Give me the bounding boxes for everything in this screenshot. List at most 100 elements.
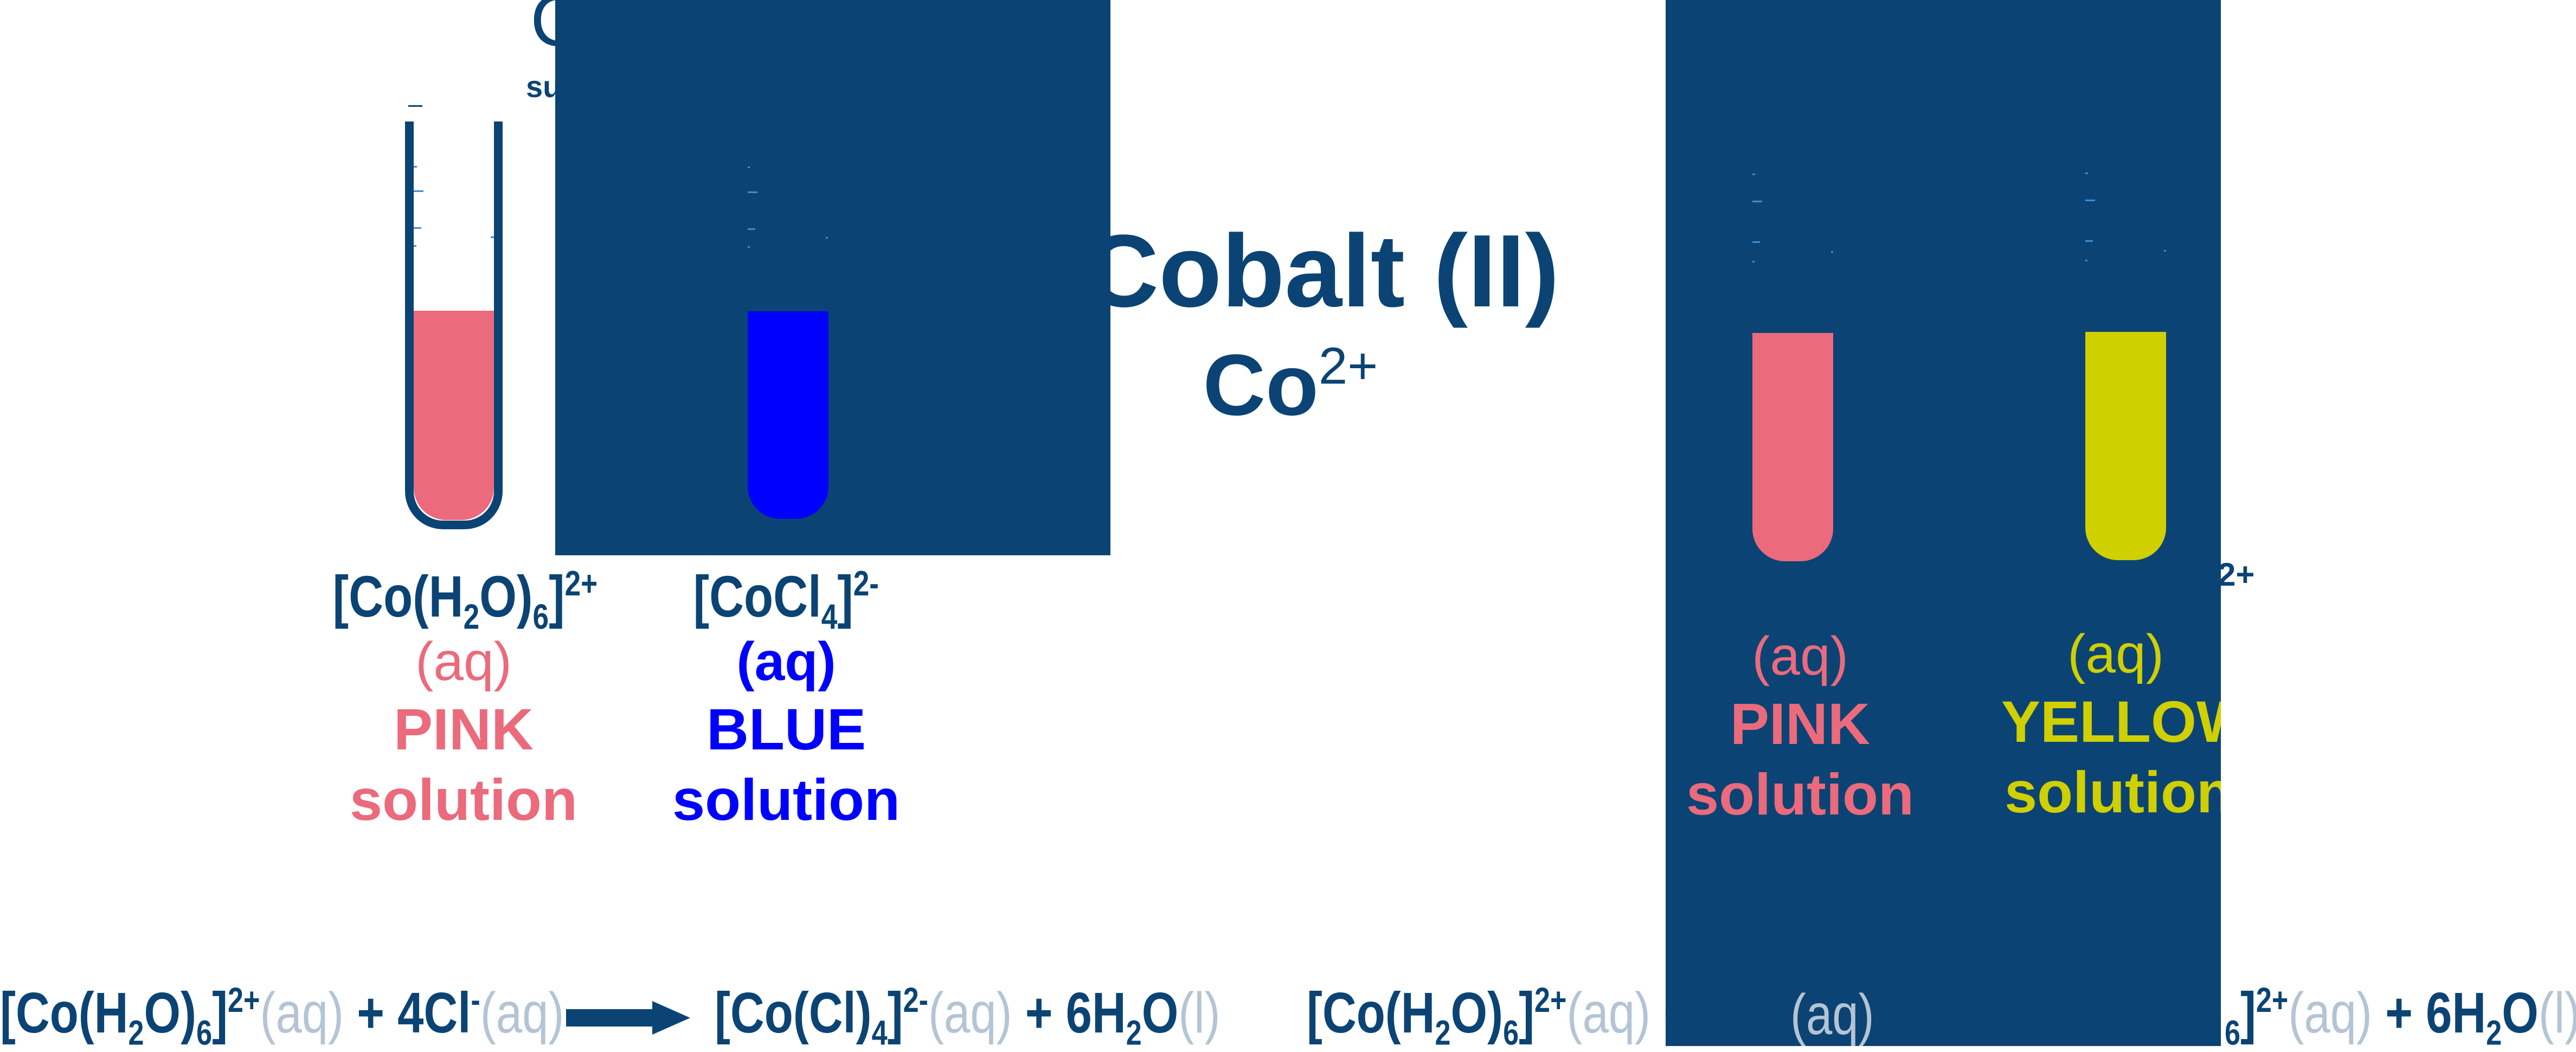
ion-symbol-text: Co xyxy=(1203,336,1319,433)
graduation-tick xyxy=(826,237,828,239)
color-name: PINK xyxy=(1730,691,1871,756)
graduation-tick xyxy=(1752,241,1760,243)
reaction-arrow-icon xyxy=(566,1001,690,1035)
state: (l) xyxy=(2538,981,2576,1045)
overlay-panel-left xyxy=(555,0,1110,555)
label-hexaaqua-cobalt: [Co(H2O)6]2+ (aq) PINK solution xyxy=(304,564,624,835)
plus: + xyxy=(1650,981,1692,1045)
overlay-panel-right: (aq) PINK solution (aq) YELLOW solution … xyxy=(1666,0,2221,1046)
graduation-tick xyxy=(414,190,423,192)
formula-part: ] xyxy=(887,981,903,1045)
charge: 2- xyxy=(853,563,879,604)
element-name: Cobalt (II) xyxy=(1084,214,1559,329)
formula-part: [Co(H xyxy=(332,563,464,629)
formula: [CoCl4]2- xyxy=(640,563,933,634)
subscript: 6 xyxy=(1503,1013,1519,1052)
state-label: (aq) xyxy=(736,631,836,692)
formula-part: ] xyxy=(549,563,565,629)
state: (aq) xyxy=(260,981,344,1045)
color-name: BLUE xyxy=(706,696,866,762)
pink-liquid xyxy=(414,311,494,520)
state-label: (aq) xyxy=(2067,624,2164,684)
solution-label: solution xyxy=(2005,759,2221,825)
formula-part: [Co(H xyxy=(0,981,129,1045)
charge: 2+ xyxy=(1534,980,1567,1019)
graduation-tick xyxy=(1752,261,1755,262)
formula-part: ] xyxy=(1519,981,1535,1045)
formula-part: ] xyxy=(212,981,228,1045)
reagent: + 6H xyxy=(2372,981,2487,1045)
graduation-tick xyxy=(414,166,417,168)
tube-rim-mark xyxy=(408,105,422,107)
graduation-tick xyxy=(748,166,750,168)
formula-part: [Co(H xyxy=(1307,981,1435,1045)
subscript: 6 xyxy=(532,596,549,637)
subscript: 2 xyxy=(2486,1013,2502,1052)
subscript: 2 xyxy=(463,596,480,637)
graduation-tick xyxy=(414,245,416,247)
subscript: 4 xyxy=(821,596,838,637)
formula-part: O) xyxy=(479,563,533,629)
state: (l) xyxy=(1178,981,1220,1045)
pink-liquid xyxy=(1752,333,1833,561)
graduation-tick xyxy=(1752,201,1762,202)
blue-liquid xyxy=(748,311,828,519)
equation-products-text: [Co(Cl)4]2-(aq) + 6H2O(l) xyxy=(715,980,1220,1050)
equation-hidden-state: (aq) xyxy=(1790,983,1874,1046)
graduation-tick xyxy=(414,227,421,229)
charge: 2- xyxy=(903,980,928,1019)
formula-part: O) xyxy=(144,981,197,1045)
formula-part: [CoCl xyxy=(693,563,821,629)
subscript: 6 xyxy=(2224,1013,2240,1052)
subscript: 2 xyxy=(1435,1013,1451,1052)
state: (aq) xyxy=(480,981,564,1045)
formula-part: ] xyxy=(837,563,853,629)
formula-part: O xyxy=(1141,981,1179,1045)
state: (aq) xyxy=(1566,981,1651,1045)
graduation-tick xyxy=(2085,200,2095,201)
color-name: YELLOW xyxy=(2001,689,2221,754)
graduation-tick xyxy=(2085,240,2093,242)
equation-right-text: [Co(H2O)6]2+(aq) + xyxy=(1307,980,1692,1050)
formula-text: [Co(H2O)6]2+ xyxy=(332,563,598,634)
partial-charge: 2+ xyxy=(2218,556,2255,593)
charge: - xyxy=(471,980,480,1019)
ion-symbol: Co2+ xyxy=(1084,325,1496,445)
charge: 2+ xyxy=(564,563,598,604)
graduation-tick xyxy=(1752,174,1755,175)
reagent: + 4Cl xyxy=(344,981,471,1045)
label-yellow-right: (aq) YELLOW solution xyxy=(1991,621,2221,828)
color-name: PINK xyxy=(393,696,534,762)
reagent: + 6H xyxy=(1012,981,1126,1045)
equation-right-tail: )6]2+(aq) + 6H2O(l) xyxy=(2221,983,2576,1050)
subscript: 6 xyxy=(196,1013,213,1052)
subscript: 4 xyxy=(871,1013,888,1052)
label-pink-right: (aq) PINK solution xyxy=(1666,624,1935,830)
graduation-tick xyxy=(2164,250,2166,252)
subscript: 2 xyxy=(128,1013,144,1052)
state: (aq) xyxy=(2288,981,2372,1045)
graduation-tick xyxy=(748,191,757,193)
solution-label: solution xyxy=(1686,761,1914,827)
equation-left: [Co(H2O)6]2+(aq) + 4Cl-(aq) xyxy=(0,980,688,1050)
graduation-tick xyxy=(748,228,755,230)
formula-part: ] xyxy=(2240,981,2256,1045)
state: (aq) xyxy=(928,981,1012,1045)
equation-right-tail-text: )6]2+(aq) + 6H2O(l) xyxy=(2209,981,2576,1050)
cobalt-title: Cobalt (II) Co2+ xyxy=(1084,214,1559,445)
graduation-tick xyxy=(748,246,750,248)
subscript: 2 xyxy=(1126,1013,1142,1052)
formula-part: [Co(Cl) xyxy=(715,981,872,1045)
graduation-tick xyxy=(491,236,494,238)
formula: [Co(H2O)6]2+ xyxy=(304,563,624,634)
formula-part: O xyxy=(2502,981,2539,1045)
label-tetrachloro-cobalt: [CoCl4]2- (aq) BLUE solution xyxy=(640,564,933,835)
solution-label: solution xyxy=(672,767,900,832)
yellow-liquid xyxy=(2085,332,2166,560)
state-label: (aq) xyxy=(1752,626,1848,687)
solution-label: solution xyxy=(350,767,577,832)
state-label: (aq) xyxy=(415,631,512,692)
graduation-tick xyxy=(1831,251,1833,253)
graduation-tick xyxy=(2085,260,2087,261)
formula-text: [CoCl4]2- xyxy=(693,563,879,634)
